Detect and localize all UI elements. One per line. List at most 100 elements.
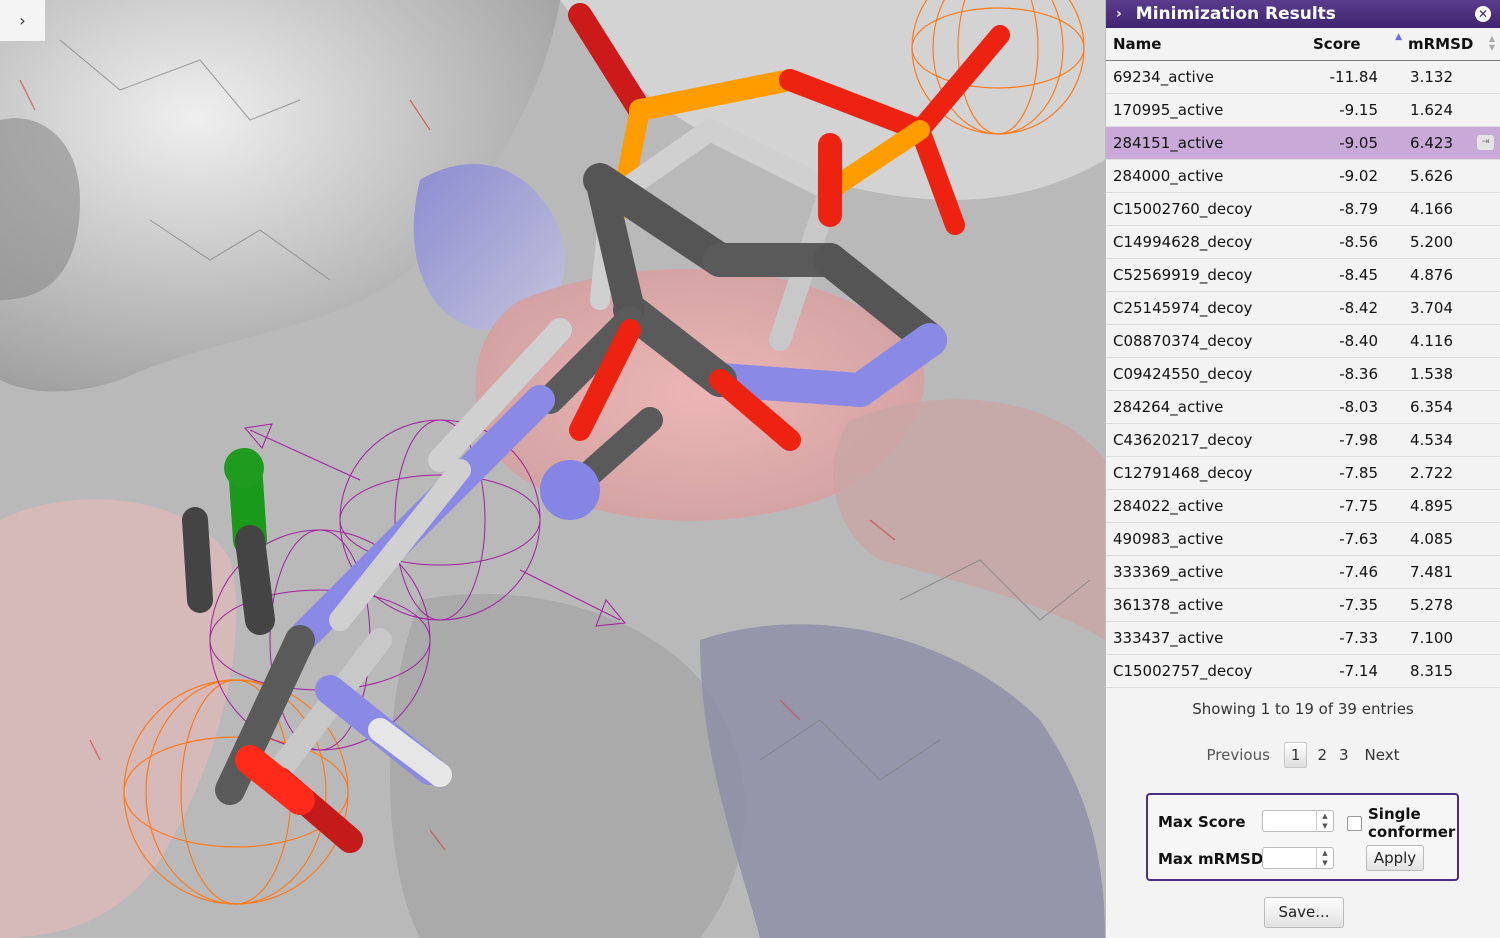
row-name: C08870374_decoy xyxy=(1106,324,1303,358)
row-rmsd-text: 4.116 xyxy=(1410,332,1453,350)
row-score-text: -7.46 xyxy=(1339,563,1378,581)
next-page-link[interactable]: Next xyxy=(1364,746,1400,764)
table-row[interactable]: 490983_active -7.63 4.085 xyxy=(1106,522,1500,556)
row-rmsd: 4.534 xyxy=(1408,423,1500,457)
row-rmsd: 4.116 xyxy=(1408,324,1500,358)
max-rmsd-input[interactable]: ▲ ▼ xyxy=(1262,847,1334,869)
molecule-viewer[interactable]: › xyxy=(0,0,1105,938)
max-score-input[interactable]: ▲ ▼ xyxy=(1262,810,1334,832)
table-row[interactable]: C14994628_decoy -8.56 5.200 xyxy=(1106,225,1500,259)
sort-ascending-icon: ▲ xyxy=(1395,32,1402,42)
row-score-text: -8.79 xyxy=(1339,200,1378,218)
row-name-text: C52569919_decoy xyxy=(1113,266,1253,284)
row-name: 333369_active xyxy=(1106,555,1303,589)
row-score: -7.14 xyxy=(1303,654,1408,688)
row-score: -8.42 xyxy=(1303,291,1408,325)
table-row[interactable]: 284022_active -7.75 4.895 xyxy=(1106,489,1500,523)
row-name: C25145974_decoy xyxy=(1106,291,1303,325)
max-rmsd-label: Max mRMSD xyxy=(1158,850,1264,868)
row-rmsd: 5.278 xyxy=(1408,588,1500,622)
row-rmsd: 4.166 xyxy=(1408,192,1500,226)
column-header-name[interactable]: Name xyxy=(1106,28,1303,61)
row-name-text: C14994628_decoy xyxy=(1113,233,1253,251)
close-icon[interactable]: ✕ xyxy=(1475,6,1491,22)
row-name-text: C08870374_decoy xyxy=(1113,332,1253,350)
page-link-1[interactable]: 1 xyxy=(1283,742,1308,768)
load-pose-icon[interactable]: ⇥ xyxy=(1477,135,1494,150)
table-row[interactable]: C15002757_decoy -7.14 8.315 xyxy=(1106,654,1500,688)
row-score: -7.75 xyxy=(1303,489,1408,523)
table-row[interactable]: 284000_active -9.02 5.626 xyxy=(1106,159,1500,193)
table-row[interactable]: 333437_active -7.33 7.100 xyxy=(1106,621,1500,655)
page-link-2[interactable]: 2 xyxy=(1317,746,1327,764)
row-score-text: -7.63 xyxy=(1339,530,1378,548)
row-score: -7.85 xyxy=(1303,456,1408,490)
row-rmsd: 4.895 xyxy=(1408,489,1500,523)
row-score-text: -7.75 xyxy=(1339,497,1378,515)
spinner-arrows-icon[interactable]: ▲ ▼ xyxy=(1316,848,1333,868)
row-score-text: -7.14 xyxy=(1339,662,1378,680)
row-score: -8.79 xyxy=(1303,192,1408,226)
column-header-score[interactable]: Score ▲ xyxy=(1303,28,1408,61)
table-row[interactable]: C08870374_decoy -8.40 4.116 xyxy=(1106,324,1500,358)
row-score-text: -8.40 xyxy=(1339,332,1378,350)
table-row[interactable]: C15002760_decoy -8.79 4.166 xyxy=(1106,192,1500,226)
single-conformer-checkbox[interactable] xyxy=(1347,816,1362,831)
row-name: C43620217_decoy xyxy=(1106,423,1303,457)
table-row[interactable]: 284264_active -8.03 6.354 xyxy=(1106,390,1500,424)
table-row[interactable]: 69234_active -11.84 3.132 xyxy=(1106,60,1500,94)
row-rmsd: 3.704 xyxy=(1408,291,1500,325)
row-rmsd: 3.132 xyxy=(1408,60,1500,94)
row-rmsd: 6.354 xyxy=(1408,390,1500,424)
collapse-chevron-icon[interactable]: › xyxy=(1116,6,1122,22)
row-rmsd-text: 3.132 xyxy=(1410,68,1453,86)
sort-both-icon: ▲ ▼ xyxy=(1488,34,1495,52)
entries-info: Showing 1 to 19 of 39 entries xyxy=(1192,700,1414,718)
table-row[interactable]: 361378_active -7.35 5.278 xyxy=(1106,588,1500,622)
table-row[interactable]: 170995_active -9.15 1.624 xyxy=(1106,93,1500,127)
row-rmsd-text: 5.626 xyxy=(1410,167,1453,185)
page-link-3[interactable]: 3 xyxy=(1339,746,1349,764)
table-row[interactable]: 284151_active -9.05 6.423 ⇥ xyxy=(1106,126,1500,160)
spinner-arrows-icon[interactable]: ▲ ▼ xyxy=(1316,811,1333,831)
results-table: Name Score ▲ mRMSD ▲ ▼ 69234_active -11.84… xyxy=(1106,28,1500,688)
row-name: 284151_active xyxy=(1106,126,1303,160)
table-row[interactable]: C43620217_decoy -7.98 4.534 xyxy=(1106,423,1500,457)
row-score-text: -8.03 xyxy=(1339,398,1378,416)
max-score-label: Max Score xyxy=(1158,813,1246,831)
row-name: C52569919_decoy xyxy=(1106,258,1303,292)
row-name-text: 333369_active xyxy=(1113,563,1224,581)
panel-toggle-button[interactable]: › xyxy=(0,0,46,42)
row-name: 361378_active xyxy=(1106,588,1303,622)
row-name: C12791468_decoy xyxy=(1106,456,1303,490)
previous-page-link[interactable]: Previous xyxy=(1206,746,1270,764)
row-score-text: -9.15 xyxy=(1339,101,1378,119)
molecule-scene[interactable] xyxy=(0,0,1105,938)
row-score: -8.03 xyxy=(1303,390,1408,424)
row-score: -8.36 xyxy=(1303,357,1408,391)
column-header-rmsd[interactable]: mRMSD ▲ ▼ xyxy=(1408,28,1500,61)
row-name: C15002757_decoy xyxy=(1106,654,1303,688)
table-row[interactable]: C52569919_decoy -8.45 4.876 xyxy=(1106,258,1500,292)
row-score-text: -9.05 xyxy=(1339,134,1378,152)
row-name: C15002760_decoy xyxy=(1106,192,1303,226)
table-row[interactable]: C25145974_decoy -8.42 3.704 xyxy=(1106,291,1500,325)
pagination: Previous 1 2 3 Next xyxy=(1106,742,1500,768)
apply-button[interactable]: Apply xyxy=(1366,845,1424,871)
row-name-text: 69234_active xyxy=(1113,68,1214,86)
row-rmsd-text: 5.200 xyxy=(1410,233,1453,251)
row-name: 490983_active xyxy=(1106,522,1303,556)
row-name-text: 284151_active xyxy=(1113,134,1224,152)
table-row[interactable]: C12791468_decoy -7.85 2.722 xyxy=(1106,456,1500,490)
row-rmsd-text: 6.423 xyxy=(1410,134,1453,152)
row-score-text: -8.42 xyxy=(1339,299,1378,317)
table-row[interactable]: C09424550_decoy -8.36 1.538 xyxy=(1106,357,1500,391)
row-rmsd: 4.876 xyxy=(1408,258,1500,292)
row-score-text: -7.35 xyxy=(1339,596,1378,614)
row-rmsd-text: 2.722 xyxy=(1410,464,1453,482)
save-button[interactable]: Save... xyxy=(1264,897,1344,928)
row-name-text: C09424550_decoy xyxy=(1113,365,1253,383)
row-rmsd-text: 7.481 xyxy=(1410,563,1453,581)
table-row[interactable]: 333369_active -7.46 7.481 xyxy=(1106,555,1500,589)
row-name-text: C43620217_decoy xyxy=(1113,431,1253,449)
